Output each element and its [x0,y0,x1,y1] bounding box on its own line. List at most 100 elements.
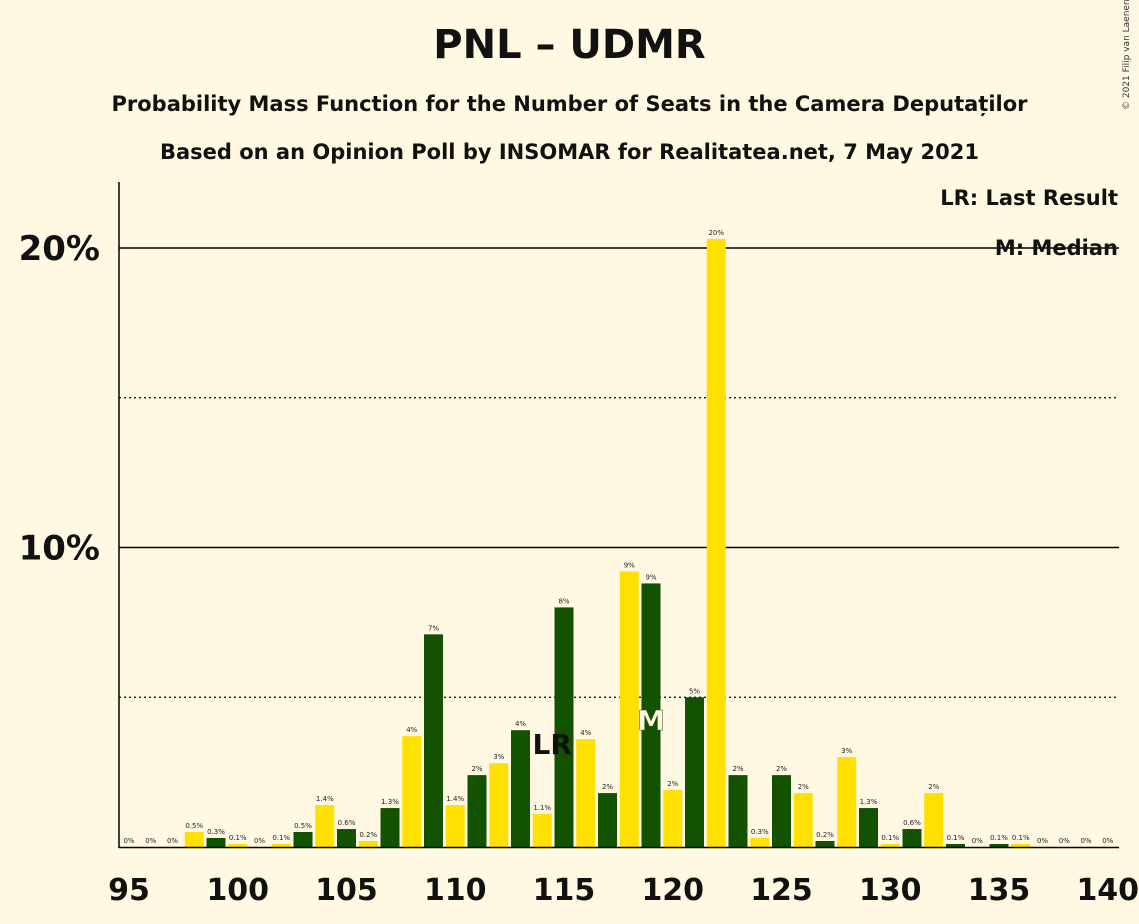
data-label: 0.1% [1012,834,1030,842]
bar-122 [706,239,726,847]
bar-100 [228,844,248,847]
x-tick-label: 105 [315,873,378,908]
data-label: 0% [254,837,265,845]
x-tick-label: 140 [1076,873,1139,908]
x-tick-label: 125 [750,873,813,908]
data-label: 2% [667,780,678,788]
data-label: 0.1% [229,834,247,842]
bar-131 [902,829,922,847]
chart-subtitle: Probability Mass Function for the Number… [111,92,1028,116]
data-label: 1.1% [533,804,551,812]
data-label: 0% [145,837,156,845]
bar-115 [554,607,574,847]
data-label: 2% [471,765,482,773]
x-tick-label: 120 [641,873,704,908]
data-label: 3% [493,753,504,761]
data-label: 0% [167,837,178,845]
bar-105 [337,829,356,847]
x-tick-label: 100 [206,873,269,908]
bar-104 [315,805,335,847]
data-label: 0.3% [751,828,769,836]
data-label: 0.5% [185,822,203,830]
bar-109 [424,634,443,847]
data-label: 1.4% [316,795,334,803]
data-label: 20% [708,229,724,237]
data-label: 1.3% [860,798,878,806]
bar-111 [467,775,487,847]
bar-99 [206,838,226,847]
bar-127 [815,841,835,847]
data-label: 0% [1080,837,1091,845]
bar-112 [489,763,509,847]
bar-130 [880,844,900,847]
data-label: 0.1% [272,834,290,842]
data-label: 0% [1037,837,1048,845]
data-label: 0.6% [903,819,921,827]
last-result-marker: LR [533,728,572,761]
bar-126 [793,793,813,847]
bar-133 [946,844,965,847]
bar-103 [293,832,313,847]
bar-98 [184,832,204,847]
x-tick-label: 110 [424,873,487,908]
data-label: 5% [689,687,700,695]
bar-128 [837,757,857,847]
bar-114 [532,814,552,847]
bar-118 [619,571,639,847]
data-label: 0.6% [338,819,356,827]
data-label: 0% [1102,837,1113,845]
data-label: 9% [645,573,656,581]
data-label: 0.1% [990,834,1008,842]
data-label: 0.3% [207,828,225,836]
data-label: 1.4% [446,795,464,803]
legend-last-result: LR: Last Result [940,186,1118,210]
data-label: 4% [580,729,591,737]
bar-107 [380,808,400,847]
data-label: 3% [841,747,852,755]
chart-source: Based on an Opinion Poll by INSOMAR for … [159,140,980,164]
y-tick-label: 10% [19,529,100,569]
legend-median: M: Median [994,236,1118,260]
data-label: 0.5% [294,822,312,830]
bar-110 [445,805,465,847]
data-label: 4% [406,726,417,734]
data-label: 4% [515,720,526,728]
bar-135 [989,844,1009,847]
bar-113 [511,730,530,847]
data-label: 2% [798,783,809,791]
bar-136 [1011,844,1031,847]
median-marker: M [637,704,665,737]
data-label: 2% [928,783,939,791]
bar-121 [685,697,704,847]
data-label: 0% [972,837,983,845]
bar-125 [772,775,791,847]
bar-124 [750,838,770,847]
data-label: 0% [1059,837,1070,845]
x-tick-label: 95 [108,873,150,908]
chart-title: PNL – UDMR [433,22,706,68]
data-label: 0.2% [816,831,834,839]
y-tick-label: 20% [19,229,100,269]
data-label: 9% [624,561,635,569]
data-label: 2% [732,765,743,773]
data-label: 2% [776,765,787,773]
data-label: 0.1% [947,834,965,842]
bar-116 [576,739,596,847]
data-label: 8% [558,597,569,605]
bar-106 [358,841,378,847]
bar-117 [598,793,617,847]
bar-129 [859,808,878,847]
bar-102 [271,844,291,847]
bar-123 [728,775,748,847]
bar-132 [924,793,944,847]
x-tick-label: 135 [968,873,1031,908]
data-label: 0.1% [881,834,899,842]
data-label: 0.2% [359,831,377,839]
data-label: 1.3% [381,798,399,806]
data-label: 2% [602,783,613,791]
x-tick-label: 115 [533,873,596,908]
bar-120 [663,790,683,847]
bar-119 [641,583,661,847]
bar-108 [402,736,422,847]
